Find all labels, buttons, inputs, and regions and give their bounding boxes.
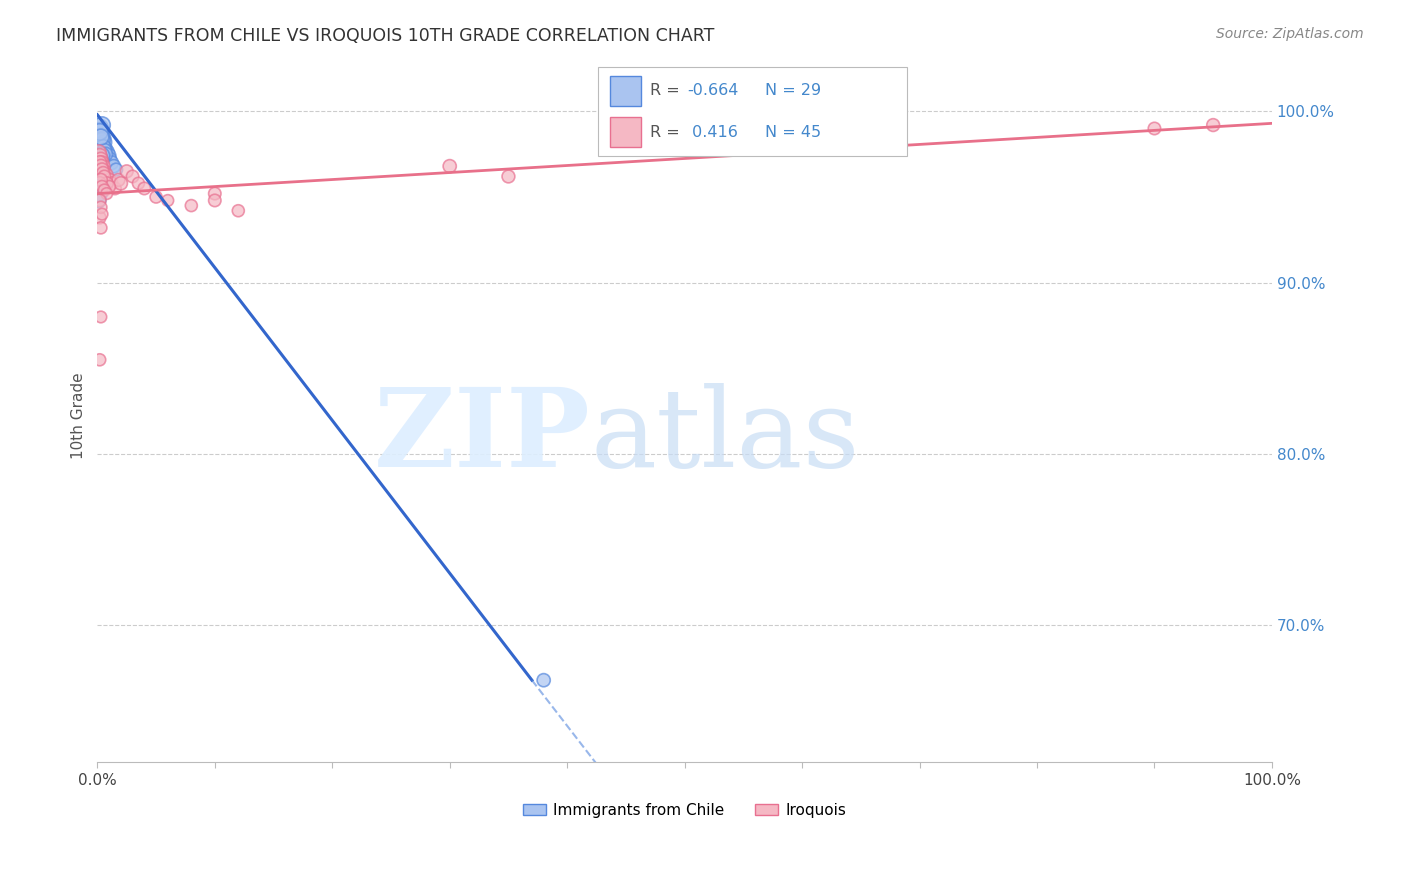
Point [98, 153, 121, 167]
Point [89, 177, 111, 191]
Point [91, 133, 114, 147]
Point [156, 194, 179, 208]
Bar [610, 117, 641, 147]
Point [93, 135, 115, 149]
Point [90, 179, 112, 194]
Point [89, 155, 111, 169]
Point [204, 194, 226, 208]
Point [1202, 118, 1225, 132]
Point [134, 181, 156, 195]
Point [1143, 121, 1166, 136]
Point [107, 173, 129, 187]
Point [91, 118, 114, 132]
Point [89, 125, 111, 139]
Point [91, 173, 114, 187]
Point [90, 153, 112, 167]
Point [90, 159, 112, 173]
Y-axis label: 10th Grade: 10th Grade [72, 372, 86, 458]
Text: R =: R = [650, 125, 690, 139]
Point [89, 125, 111, 139]
Text: R =: R = [650, 84, 685, 98]
Point [145, 190, 167, 204]
Point [87, 194, 110, 208]
Point [87, 145, 110, 160]
Point [89, 147, 111, 161]
Point [115, 164, 138, 178]
Text: ZIP: ZIP [374, 383, 591, 490]
Point [98, 179, 121, 194]
Legend: Immigrants from Chile, Iroquois: Immigrants from Chile, Iroquois [516, 797, 852, 824]
Point [91, 162, 114, 177]
Point [127, 177, 149, 191]
Point [90, 149, 112, 163]
Point [90, 220, 112, 235]
Point [204, 186, 226, 201]
Point [93, 169, 115, 184]
Point [96, 177, 118, 191]
Point [90, 200, 112, 214]
Point [105, 162, 128, 177]
Point [98, 173, 121, 187]
Point [97, 149, 120, 163]
Point [91, 173, 114, 187]
Point [90, 310, 112, 324]
Point [91, 159, 114, 173]
Point [96, 168, 118, 182]
Point [121, 169, 143, 184]
Point [90, 173, 112, 187]
Text: Source: ZipAtlas.com: Source: ZipAtlas.com [1216, 27, 1364, 41]
Point [89, 194, 111, 208]
Point [533, 673, 555, 688]
Point [104, 181, 127, 195]
Point [89, 211, 111, 225]
Point [180, 198, 202, 212]
Point [91, 140, 114, 154]
Point [94, 147, 117, 161]
Text: N = 45: N = 45 [765, 125, 821, 139]
Text: 0.416: 0.416 [688, 125, 738, 139]
Point [91, 166, 114, 180]
Point [498, 169, 520, 184]
Point [91, 155, 114, 169]
Point [103, 159, 125, 173]
Point [89, 352, 111, 367]
Point [96, 186, 118, 201]
Text: N = 29: N = 29 [765, 84, 821, 98]
Point [94, 142, 117, 156]
Point [87, 121, 110, 136]
Point [100, 155, 122, 169]
Point [89, 153, 111, 167]
Text: atlas: atlas [591, 383, 860, 490]
Point [100, 177, 122, 191]
Point [93, 144, 115, 158]
Text: -0.664: -0.664 [688, 84, 738, 98]
Point [93, 183, 115, 197]
Point [91, 179, 114, 194]
Point [110, 177, 132, 191]
Point [226, 203, 249, 218]
Point [93, 164, 115, 178]
Point [90, 130, 112, 145]
Point [439, 159, 461, 173]
Point [96, 145, 118, 160]
Point [89, 186, 111, 201]
Point [89, 149, 111, 163]
Point [91, 132, 114, 146]
Text: IMMIGRANTS FROM CHILE VS IROQUOIS 10TH GRADE CORRELATION CHART: IMMIGRANTS FROM CHILE VS IROQUOIS 10TH G… [56, 27, 714, 45]
Point [91, 207, 114, 221]
Point [90, 138, 112, 153]
Point [90, 130, 112, 145]
Bar [610, 76, 641, 106]
